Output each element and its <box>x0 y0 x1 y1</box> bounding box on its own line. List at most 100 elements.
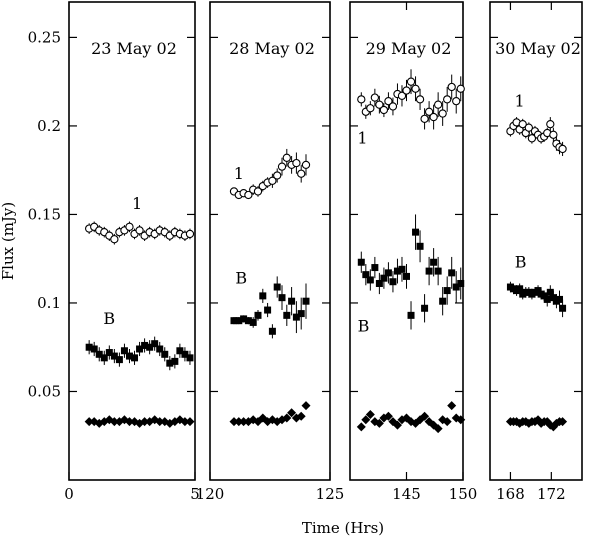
panel-4: 168 172 30 May 02 1 B <box>489 1 583 503</box>
data-point-square <box>166 359 174 367</box>
y-axis-title: Flux (mJy) <box>0 202 17 281</box>
data-point-diamond <box>234 417 244 427</box>
data-point-square <box>416 242 424 250</box>
data-point-square <box>434 267 442 275</box>
panel-frame <box>68 1 196 481</box>
panel-3: 145 150 29 May 02 1 B <box>349 1 477 503</box>
data-point-square <box>371 264 379 272</box>
data-point-circle <box>244 190 253 200</box>
data-point-square <box>375 279 383 287</box>
data-point-square <box>549 294 557 302</box>
data-point-circle <box>370 93 380 102</box>
data-point-square <box>425 267 433 275</box>
data-point-diamond <box>229 417 239 427</box>
series-label: 1 <box>234 164 244 183</box>
data-point-square <box>254 311 262 319</box>
data-point-square <box>546 288 554 296</box>
data-point-circle <box>292 158 301 168</box>
data-point-square <box>516 285 524 293</box>
data-point-diamond <box>392 420 402 430</box>
data-point-circle <box>524 123 533 132</box>
data-point-circle <box>375 100 384 109</box>
panel-title: 30 May 02 <box>495 39 581 58</box>
data-point-square <box>278 294 286 302</box>
chart-panels: 0.05 0.1 0.15 0.2 0.25 0 5 23 May 02 1 B 120 125 28 … <box>28 1 583 503</box>
data-point-circle <box>297 169 306 178</box>
data-point-square <box>559 304 567 312</box>
data-point-square <box>403 272 410 280</box>
data-point-circle <box>253 187 263 196</box>
data-point-square <box>151 340 159 348</box>
x-tick-label: 145 <box>392 485 421 503</box>
data-point-diamond <box>180 417 190 427</box>
data-point-diamond <box>282 413 292 423</box>
data-point-square <box>448 269 456 277</box>
data-point-circle <box>357 95 366 104</box>
data-point-diamond <box>185 417 195 427</box>
data-point-square <box>380 274 388 282</box>
x-tick-label: 0 <box>64 485 74 503</box>
data-point-square <box>430 258 438 266</box>
data-point-circle <box>379 105 389 115</box>
data-point-square <box>389 278 397 286</box>
series-label: B <box>235 268 247 287</box>
data-point-diamond <box>239 417 249 427</box>
x-tick-label: 120 <box>196 485 225 503</box>
data-point-square <box>235 317 243 325</box>
data-point-diamond <box>248 415 258 425</box>
x-tick-label: 5 <box>190 485 200 503</box>
data-point-square <box>249 318 257 326</box>
data-point-diamond <box>287 408 297 418</box>
y-tick-label: 0.2 <box>37 117 61 135</box>
data-point-circle <box>397 91 407 100</box>
data-point-square <box>90 345 98 353</box>
x-tick-label: 172 <box>537 485 566 503</box>
panel-1: 0.05 0.1 0.15 0.2 0.25 0 5 23 May 02 1 B <box>28 1 200 503</box>
data-point-square <box>384 269 392 277</box>
data-point-diamond <box>84 417 94 427</box>
data-point-circle <box>135 226 144 235</box>
series-label: B <box>103 309 115 328</box>
series-open-circle <box>229 148 311 200</box>
series-label: 1 <box>515 91 525 110</box>
y-tick-label: 0.15 <box>28 205 61 223</box>
series-open-circle <box>85 221 195 245</box>
data-point-circle <box>546 120 555 129</box>
data-point-diamond <box>447 401 457 411</box>
data-point-square <box>230 317 238 325</box>
data-point-circle <box>558 144 567 154</box>
x-axis-title: Time (Hrs) <box>302 519 384 537</box>
data-point-circle <box>438 109 447 118</box>
data-point-square <box>141 341 149 349</box>
data-point-square <box>543 295 551 303</box>
data-point-square <box>407 311 415 319</box>
data-point-square <box>556 295 564 303</box>
data-point-diamond <box>442 417 452 427</box>
y-tick-label: 0.1 <box>37 294 61 312</box>
data-point-square <box>161 350 169 358</box>
data-point-circle <box>110 235 119 244</box>
data-point-square <box>357 258 365 266</box>
data-point-diamond <box>433 424 443 434</box>
data-point-square <box>115 356 123 364</box>
data-point-circle <box>433 100 443 109</box>
data-point-circle <box>402 86 411 95</box>
data-point-square <box>95 350 103 358</box>
panel-title: 23 May 02 <box>91 39 177 58</box>
data-point-diamond <box>374 418 384 428</box>
data-point-circle <box>185 229 195 239</box>
data-point-circle <box>456 84 465 93</box>
panel-2: 120 125 28 May 02 1 B <box>196 1 344 503</box>
series-open-circle <box>506 117 567 157</box>
series-filled-diamond <box>356 401 466 434</box>
data-point-square <box>288 297 296 305</box>
panel-title: 28 May 02 <box>229 39 315 58</box>
series-filled-square <box>85 336 194 371</box>
data-point-circle <box>388 102 398 111</box>
data-point-square <box>540 292 548 300</box>
data-point-square <box>146 343 154 351</box>
data-point-square <box>452 283 460 291</box>
data-point-diamond <box>361 415 371 425</box>
data-point-square <box>264 306 272 314</box>
data-point-circle <box>527 134 537 143</box>
